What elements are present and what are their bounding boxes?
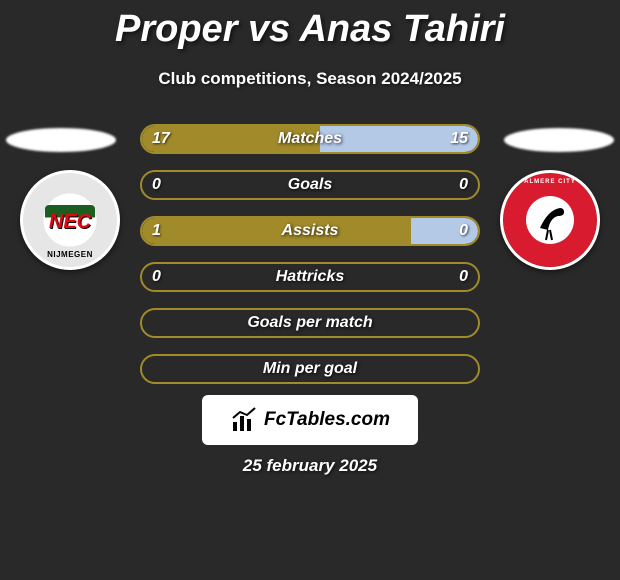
date-label: 25 february 2025 — [0, 456, 620, 476]
club-shadow-right — [504, 128, 614, 152]
stat-bar: 0 Goals 0 — [140, 170, 480, 200]
stat-bar: Min per goal — [140, 354, 480, 384]
stat-bars: 17 Matches 15 0 Goals 0 1 Assists 0 0 Ha… — [140, 124, 480, 400]
stat-bar: Goals per match — [140, 308, 480, 338]
bar-label: Matches — [278, 130, 342, 148]
club-left-name: NEC — [45, 205, 95, 236]
bar-label: Goals per match — [247, 314, 372, 332]
flamingo-icon — [520, 190, 580, 250]
bar-label: Min per goal — [263, 360, 357, 378]
bar-value-left: 1 — [152, 222, 161, 240]
stat-bar: 17 Matches 15 — [140, 124, 480, 154]
bar-value-right: 0 — [459, 222, 468, 240]
page-title: Proper vs Anas Tahiri — [0, 0, 620, 51]
stat-bar: 0 Hattricks 0 — [140, 262, 480, 292]
bar-value-right: 15 — [450, 130, 468, 148]
bar-value-right: 0 — [459, 176, 468, 194]
branding-badge: FcTables.com — [202, 395, 418, 445]
bar-value-left: 0 — [152, 268, 161, 286]
bar-fill-left — [142, 218, 411, 244]
club-badge-right: ALMERE CITY — [500, 170, 600, 270]
subtitle: Club competitions, Season 2024/2025 — [0, 69, 620, 89]
club-shadow-left — [6, 128, 116, 152]
branding-text: FcTables.com — [264, 409, 390, 431]
club-right-name: ALMERE CITY — [524, 179, 576, 185]
bar-value-right: 0 — [459, 268, 468, 286]
club-left-city: NIJMEGEN — [47, 250, 93, 259]
bar-label: Assists — [282, 222, 339, 240]
bar-label: Goals — [288, 176, 332, 194]
chart-icon — [230, 406, 258, 434]
bar-value-left: 0 — [152, 176, 161, 194]
bar-label: Hattricks — [276, 268, 344, 286]
stat-bar: 1 Assists 0 — [140, 216, 480, 246]
bar-value-left: 17 — [152, 130, 170, 148]
club-badge-left: NEC NIJMEGEN — [20, 170, 120, 270]
